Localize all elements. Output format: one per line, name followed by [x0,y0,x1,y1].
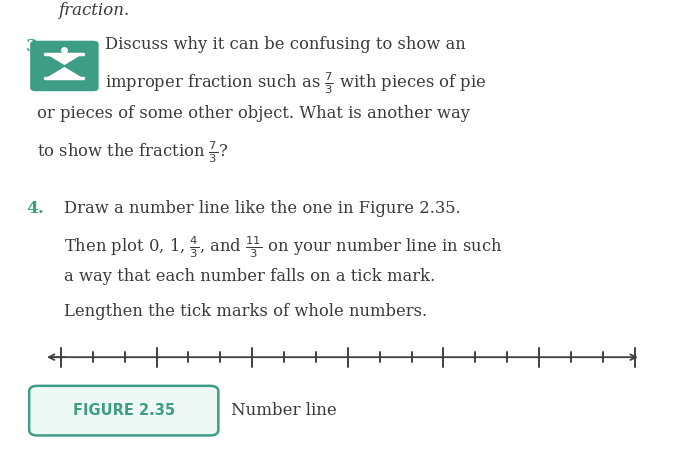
Text: or pieces of some other object. What is another way: or pieces of some other object. What is … [37,105,471,121]
Text: Draw a number line like the one in Figure 2.35.: Draw a number line like the one in Figur… [64,200,461,217]
Text: FIGURE 2.35: FIGURE 2.35 [73,403,175,418]
FancyBboxPatch shape [29,386,218,435]
Polygon shape [45,54,83,65]
FancyBboxPatch shape [30,41,99,91]
Text: a way that each number falls on a tick mark.: a way that each number falls on a tick m… [64,268,436,285]
Text: Then plot 0, 1, $\frac{4}{3}$, and $\frac{11}{3}$ on your number line in such: Then plot 0, 1, $\frac{4}{3}$, and $\fra… [64,234,503,260]
Text: 4.: 4. [26,200,43,217]
Text: Discuss why it can be confusing to show an: Discuss why it can be confusing to show … [105,36,466,53]
Text: fraction.: fraction. [58,2,129,19]
Polygon shape [45,67,83,78]
Text: to show the fraction $\frac{7}{3}$?: to show the fraction $\frac{7}{3}$? [37,139,228,165]
Text: 3.: 3. [26,38,43,55]
Text: Number line: Number line [231,402,336,419]
Text: Lengthen the tick marks of whole numbers.: Lengthen the tick marks of whole numbers… [64,303,428,319]
Text: improper fraction such as $\frac{7}{3}$ with pieces of pie: improper fraction such as $\frac{7}{3}$ … [105,71,486,96]
